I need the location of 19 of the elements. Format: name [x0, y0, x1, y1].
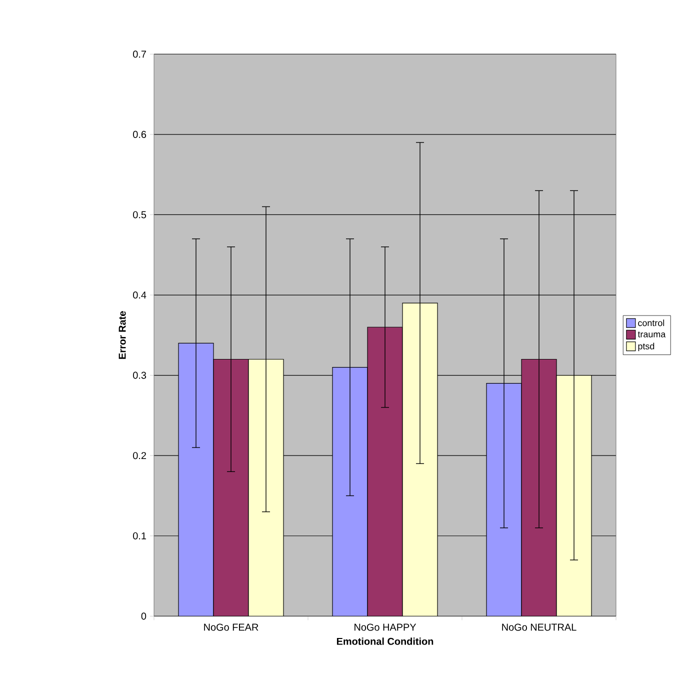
- y-tick-label: 0: [141, 612, 146, 620]
- legend-label: control: [638, 320, 664, 326]
- y-tick-label: 0.7: [133, 50, 146, 58]
- y-tick-label: 0.5: [133, 211, 146, 218]
- y-axis-title: Error Rate: [118, 311, 126, 359]
- y-tick-label: 0.4: [133, 291, 146, 299]
- y-tick-label: 0.2: [133, 452, 146, 460]
- legend-label: trauma: [638, 332, 666, 338]
- x-tick-label: NoGo FEAR: [204, 624, 258, 631]
- legend-label: ptsd: [638, 342, 654, 352]
- y-tick-label: 0.6: [133, 130, 146, 138]
- y-tick-label: 0.1: [133, 532, 146, 540]
- x-tick-label: NoGo HAPPY: [354, 624, 416, 631]
- x-tick-label: NoGo NEUTRAL: [502, 624, 576, 631]
- y-tick-label: 0.3: [133, 372, 146, 379]
- bar: [213, 358, 249, 616]
- x-axis-title: Emotional Condition: [336, 638, 434, 645]
- bar: [178, 342, 214, 616]
- bar: [367, 326, 403, 616]
